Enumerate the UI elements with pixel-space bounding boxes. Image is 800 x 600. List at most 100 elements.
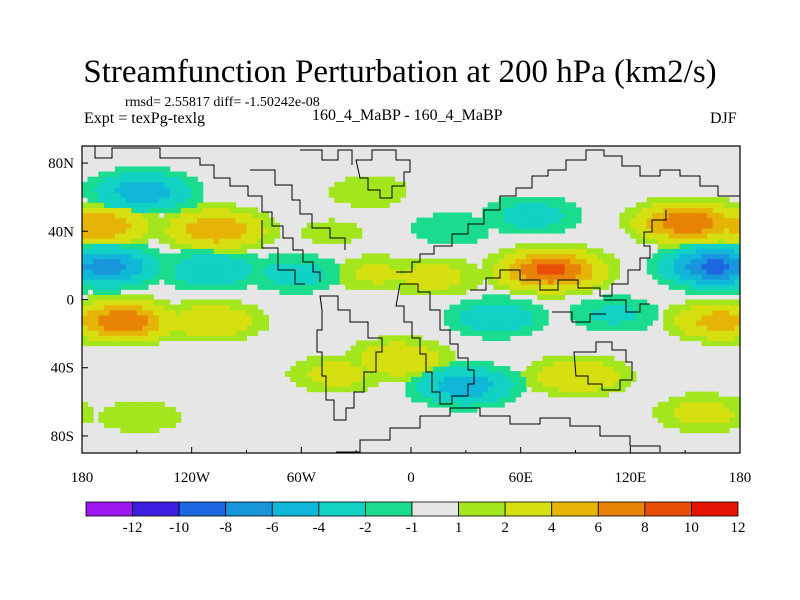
field-cell (597, 268, 604, 275)
field-cell (575, 355, 582, 362)
field-cell (597, 304, 604, 311)
field-cell (87, 412, 94, 418)
field-cell (438, 366, 445, 372)
field-cell (400, 279, 407, 285)
field-cell (723, 427, 730, 434)
field-cell (153, 222, 160, 229)
field-cell (103, 176, 111, 183)
field-cell (389, 181, 396, 188)
field-cell (712, 406, 719, 413)
field-cell (471, 268, 478, 275)
field-cell (114, 406, 121, 413)
field-cell (432, 350, 440, 357)
field-cell (509, 222, 516, 229)
field-cell (685, 335, 692, 342)
field-cell (443, 289, 450, 295)
field-cell (153, 427, 160, 434)
field-cell (103, 325, 111, 331)
field-cell (438, 238, 445, 244)
field-cell (180, 186, 187, 193)
field-cell (158, 273, 165, 280)
field-cell (674, 309, 681, 316)
field-cell (114, 171, 121, 178)
field-cell (465, 222, 472, 229)
field-cell (493, 391, 500, 398)
field-cell (482, 273, 489, 280)
field-cell (646, 263, 653, 270)
field-cell (542, 376, 549, 382)
field-cell (712, 263, 719, 270)
field-cell (679, 335, 686, 342)
field-cell (180, 268, 187, 275)
field-cell (515, 263, 522, 270)
field-cell (367, 176, 374, 183)
field-cell (465, 238, 472, 244)
field-cell (147, 299, 154, 306)
field-cell (191, 202, 198, 208)
field-cell (98, 289, 105, 295)
field-cell (707, 207, 714, 214)
field-cell (224, 217, 231, 224)
field-cell (537, 319, 544, 326)
field-cell (504, 268, 511, 275)
field-cell (630, 319, 637, 326)
field-cell (707, 325, 714, 331)
field-cell (520, 299, 527, 306)
field-cell (432, 222, 440, 229)
field-cell (663, 268, 670, 275)
field-cell (712, 335, 719, 342)
field-cell (186, 319, 193, 326)
field-cell (273, 273, 280, 280)
field-cell (482, 386, 489, 393)
field-cell (427, 386, 434, 393)
field-cell (674, 197, 681, 203)
field-cell (718, 299, 725, 306)
field-cell (723, 289, 730, 295)
field-cell (334, 381, 341, 388)
field-cell (696, 335, 703, 342)
field-cell (707, 304, 714, 311)
field-cell (350, 350, 357, 357)
field-cell (482, 381, 489, 388)
field-cell (718, 202, 725, 208)
field-cell (92, 217, 100, 224)
field-cell (597, 309, 604, 316)
field-cell (87, 330, 94, 336)
field-cell (718, 207, 725, 214)
y-tick-label: 80N (48, 156, 74, 172)
field-cell (235, 325, 242, 331)
field-cell (251, 212, 259, 219)
field-cell (504, 248, 511, 255)
field-cell (383, 335, 390, 342)
field-cell (679, 284, 686, 290)
field-cell (602, 376, 609, 382)
field-cell (427, 279, 434, 285)
field-cell (449, 309, 456, 316)
field-cell (509, 371, 516, 377)
field-cell (734, 330, 741, 336)
field-cell (619, 371, 626, 377)
field-cell (361, 186, 368, 193)
field-cell (696, 222, 703, 229)
field-cell (454, 279, 461, 285)
colorbar-swatch (551, 501, 599, 517)
field-cell (147, 181, 154, 188)
field-cell (295, 360, 302, 367)
field-cell (153, 253, 160, 260)
field-cell (559, 284, 566, 290)
field-cell (504, 253, 511, 260)
field-cell (520, 248, 527, 255)
field-cell (103, 192, 111, 198)
field-cell (400, 376, 407, 382)
field-cell (202, 325, 209, 331)
field-cell (180, 299, 187, 306)
field-cell (701, 299, 708, 306)
field-cell (98, 309, 105, 316)
field-cell (564, 258, 571, 265)
field-cell (487, 217, 494, 224)
field-cell (82, 284, 89, 290)
field-cell (559, 391, 566, 398)
field-cell (224, 273, 231, 280)
field-cell (487, 212, 494, 219)
field-cell (685, 391, 692, 398)
